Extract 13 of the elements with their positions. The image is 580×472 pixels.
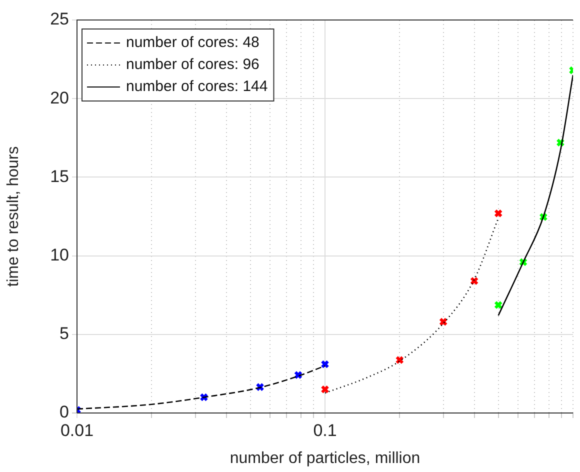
- y-tick-label: 25: [50, 10, 69, 29]
- x-tick-label: 0.1: [313, 420, 337, 440]
- y-tick-label: 5: [60, 324, 69, 344]
- y-tick-label: 20: [50, 88, 69, 108]
- y-axis-title: time to result, hours: [5, 146, 22, 287]
- x-tick-label: 0.01: [60, 420, 94, 440]
- legend-label: number of cores: 144: [126, 78, 268, 96]
- y-tick-label: 0: [60, 402, 69, 422]
- legend-label: number of cores: 96: [126, 56, 260, 74]
- x-axis-title: number of particles, million: [230, 450, 420, 467]
- y-tick-label: 10: [50, 245, 69, 264]
- y-tick-label: 15: [50, 166, 69, 186]
- legend-label: number of cores: 48: [126, 34, 260, 52]
